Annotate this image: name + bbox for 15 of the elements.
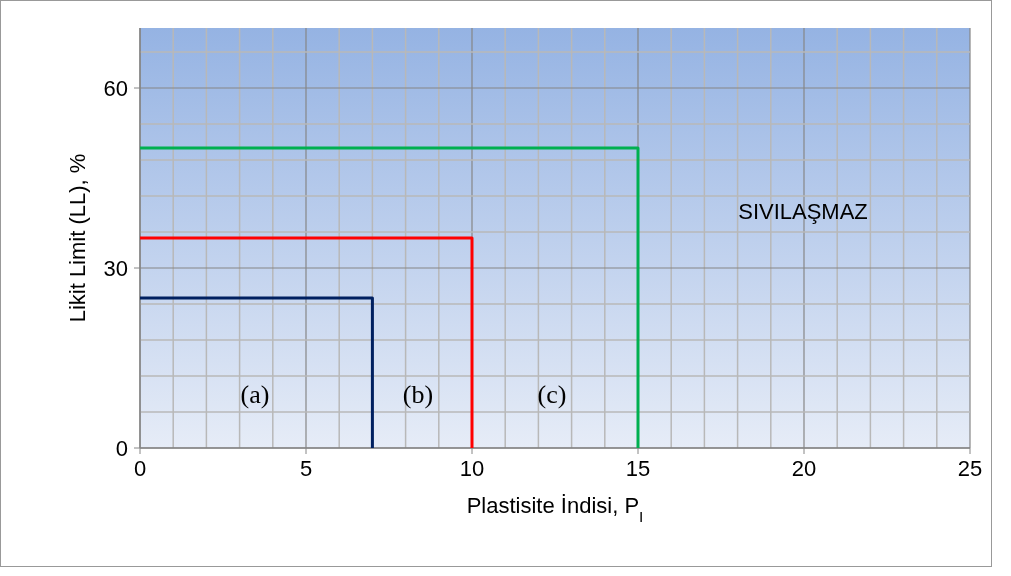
annotation: (c) <box>537 379 567 409</box>
y-tick-label: 0 <box>115 436 128 461</box>
y-tick-label: 60 <box>103 76 128 101</box>
annotation: (b) <box>402 379 434 409</box>
x-tick-label: 20 <box>791 456 817 481</box>
x-tick-label: 10 <box>459 456 485 481</box>
y-axis-title: Likit Limit (LL), % <box>65 153 90 323</box>
x-tick-label: 5 <box>299 456 313 481</box>
x-tick-label: 15 <box>625 456 651 481</box>
annotation: (a) <box>240 379 270 409</box>
annotation: SIVILAŞMAZ <box>738 198 868 224</box>
y-tick-label: 30 <box>103 256 128 281</box>
x-tick-label: 25 <box>957 456 983 481</box>
x-tick-label: 0 <box>133 456 147 481</box>
x-axis-title: Plastisite İndisi, P$_{I}$ <box>466 493 644 525</box>
